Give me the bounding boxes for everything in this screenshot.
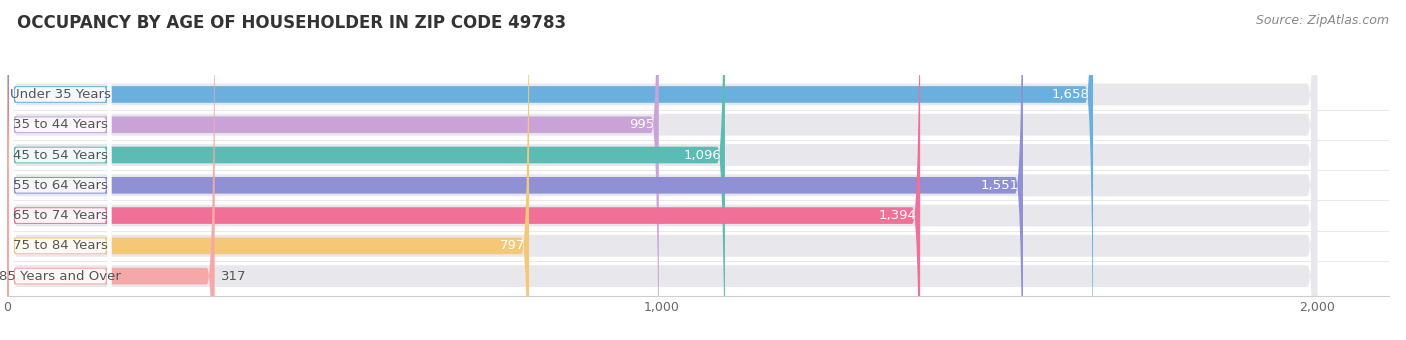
Text: 1,658: 1,658	[1052, 88, 1090, 101]
FancyBboxPatch shape	[7, 0, 529, 340]
Text: 797: 797	[499, 239, 526, 252]
FancyBboxPatch shape	[7, 0, 725, 340]
FancyBboxPatch shape	[7, 0, 1317, 340]
Text: 1,394: 1,394	[879, 209, 917, 222]
Text: 35 to 44 Years: 35 to 44 Years	[13, 118, 108, 131]
FancyBboxPatch shape	[10, 0, 111, 340]
Text: 317: 317	[221, 270, 246, 283]
Text: 75 to 84 Years: 75 to 84 Years	[13, 239, 108, 252]
Text: 85 Years and Over: 85 Years and Over	[0, 270, 121, 283]
FancyBboxPatch shape	[10, 0, 111, 340]
FancyBboxPatch shape	[7, 0, 1024, 340]
FancyBboxPatch shape	[10, 0, 111, 340]
Text: 995: 995	[630, 118, 655, 131]
FancyBboxPatch shape	[7, 0, 1092, 340]
FancyBboxPatch shape	[7, 0, 659, 340]
FancyBboxPatch shape	[7, 0, 1317, 340]
FancyBboxPatch shape	[10, 0, 111, 340]
Text: Source: ZipAtlas.com: Source: ZipAtlas.com	[1256, 14, 1389, 27]
FancyBboxPatch shape	[10, 0, 111, 340]
Text: 1,551: 1,551	[981, 179, 1019, 192]
FancyBboxPatch shape	[7, 0, 1317, 340]
FancyBboxPatch shape	[7, 0, 1317, 340]
FancyBboxPatch shape	[7, 0, 1317, 340]
FancyBboxPatch shape	[7, 0, 1317, 340]
FancyBboxPatch shape	[7, 0, 1317, 340]
Text: 65 to 74 Years: 65 to 74 Years	[13, 209, 108, 222]
FancyBboxPatch shape	[10, 0, 111, 340]
FancyBboxPatch shape	[7, 0, 920, 340]
FancyBboxPatch shape	[7, 0, 215, 340]
FancyBboxPatch shape	[10, 0, 111, 340]
Text: 55 to 64 Years: 55 to 64 Years	[13, 179, 108, 192]
Text: OCCUPANCY BY AGE OF HOUSEHOLDER IN ZIP CODE 49783: OCCUPANCY BY AGE OF HOUSEHOLDER IN ZIP C…	[17, 14, 567, 32]
Text: 1,096: 1,096	[683, 149, 721, 162]
Text: 45 to 54 Years: 45 to 54 Years	[13, 149, 108, 162]
Text: Under 35 Years: Under 35 Years	[10, 88, 111, 101]
